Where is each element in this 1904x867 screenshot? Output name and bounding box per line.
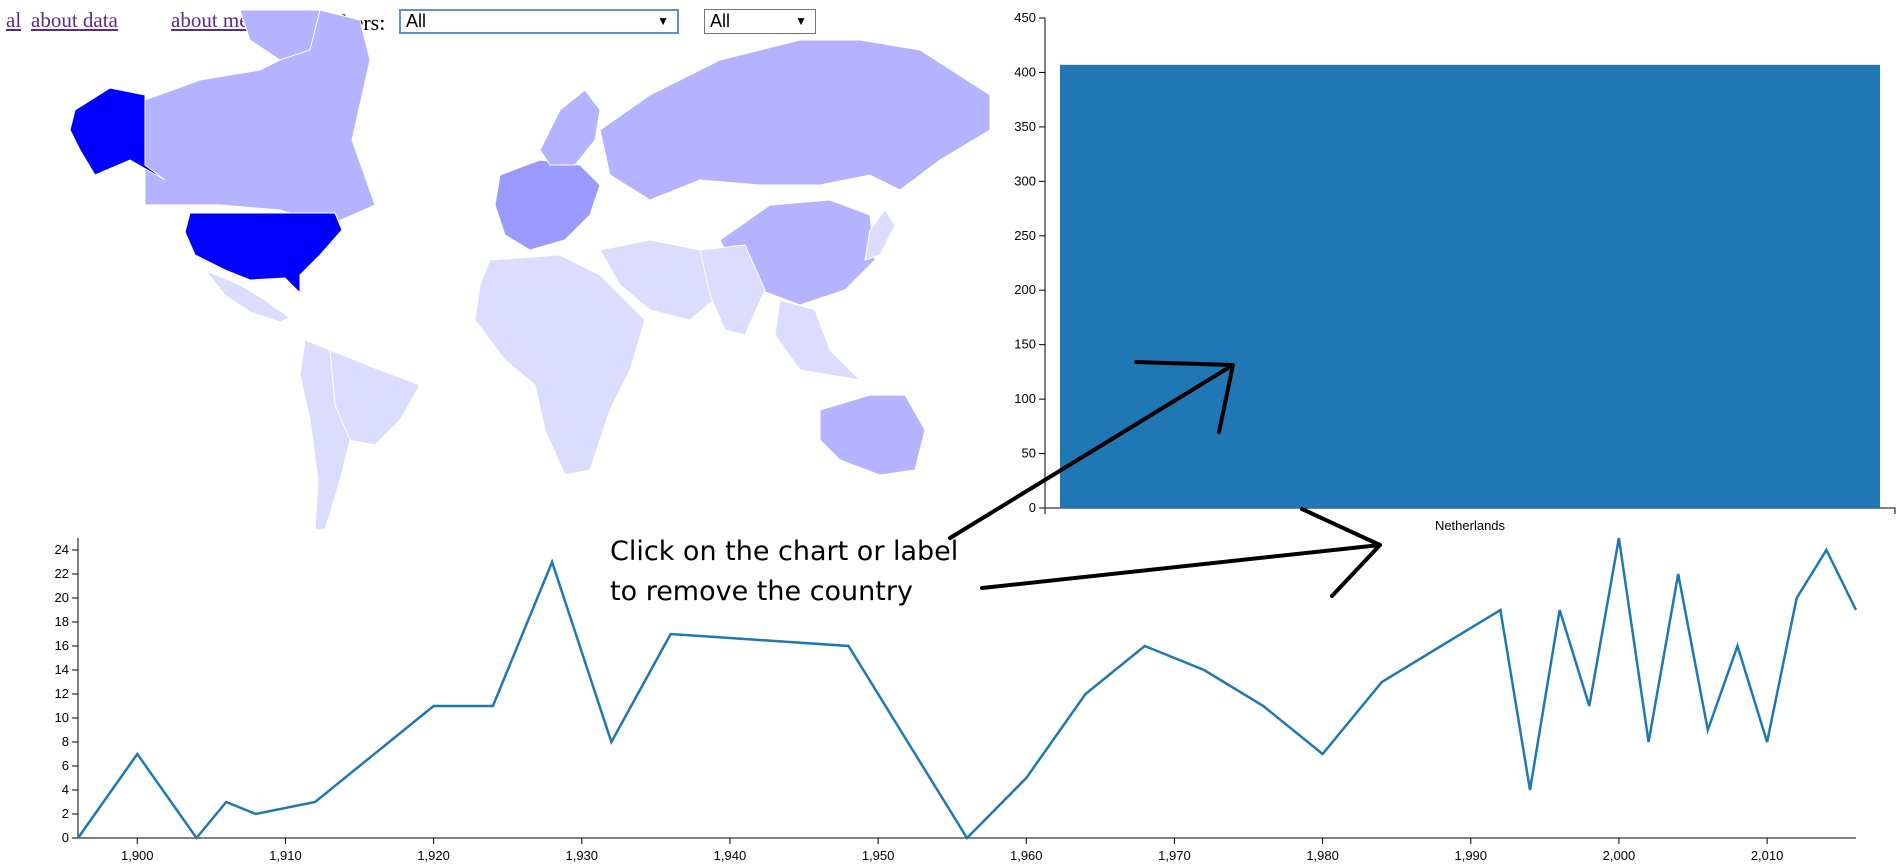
- line-y-tick-label: 18: [55, 614, 69, 629]
- bar-y-tick-label: 350: [1014, 119, 1036, 134]
- filter-select-primary-value: All: [406, 11, 427, 31]
- line-x-tick-label: 1,960: [1010, 848, 1043, 863]
- line-x-tick-label: 1,980: [1306, 848, 1339, 863]
- line-y-tick-label: 0: [62, 830, 69, 845]
- line-y-tick-label: 2: [62, 806, 69, 821]
- line-x-tick-label: 1,910: [269, 848, 302, 863]
- bar-y-tick-label: 400: [1014, 64, 1036, 79]
- country-scandinavia: [539, 89, 601, 166]
- world-map: [69, 9, 991, 531]
- line-y-tick-label: 14: [55, 662, 69, 677]
- bar-y-tick-label: 50: [1022, 446, 1036, 461]
- bar-y-tick-label: 150: [1014, 337, 1036, 352]
- line-y-tick-label: 10: [55, 710, 69, 725]
- country-southeast-asia: [774, 299, 862, 381]
- nav-link-about-me[interactable]: about me: [171, 8, 249, 32]
- bar-y-tick-label: 0: [1029, 500, 1036, 515]
- country-canada: [144, 9, 376, 226]
- instruction-annotation: Click on the chart or label to remove th…: [610, 532, 958, 612]
- line-x-tick-label: 2,000: [1603, 848, 1636, 863]
- line-x-tick-label: 1,940: [714, 848, 747, 863]
- instruction-line-2: to remove the country: [610, 576, 913, 607]
- country-mexico: [204, 269, 292, 323]
- chevron-down-icon: ▼: [657, 14, 669, 28]
- country-india: [699, 244, 766, 336]
- line-y-tick-label: 6: [62, 758, 69, 773]
- nav-link-about-data[interactable]: about data: [31, 8, 118, 32]
- nav-link-all[interactable]: al: [6, 8, 22, 32]
- bar-x-axis-line: [1044, 507, 1896, 514]
- line-x-tick-label: 2,010: [1751, 848, 1784, 863]
- bar-y-tick-label: 250: [1014, 228, 1036, 243]
- bar-x-tick-label: Netherlands: [1435, 518, 1506, 533]
- country-greenland: [239, 9, 321, 61]
- line-x-tick-label: 1,990: [1454, 848, 1487, 863]
- country-japan: [864, 209, 896, 261]
- country-africa: [474, 254, 646, 476]
- filter-select-primary[interactable]: All ▼: [399, 9, 679, 34]
- line-y-tick-label: 24: [55, 542, 69, 557]
- bar-chart: 0 50 100 150 200 250 300 350 400 450 Netherlands: [1014, 10, 1896, 533]
- bar-y-tick-label: 200: [1014, 282, 1036, 297]
- country-europe: [494, 159, 601, 251]
- line-y-tick-label: 16: [55, 638, 69, 653]
- line-x-tick-label: 1,930: [565, 848, 598, 863]
- filter-select-secondary[interactable]: All ▼: [704, 9, 816, 34]
- line-series: [76, 537, 1858, 841]
- chevron-down-icon: ▼: [795, 14, 807, 28]
- bar-y-tick-label: 450: [1014, 10, 1036, 25]
- country-alaska: [69, 87, 166, 181]
- country-russia: [599, 39, 991, 201]
- line-y-tick-label: 20: [55, 590, 69, 605]
- country-australia: [819, 394, 926, 476]
- filter-select-secondary-value: All: [710, 11, 731, 31]
- line-x-tick-label: 1,920: [417, 848, 450, 863]
- bar-y-tick-label: 100: [1014, 391, 1036, 406]
- line-y-tick-label: 12: [55, 686, 69, 701]
- bar-netherlands: [1060, 64, 1880, 509]
- line-y-tick-label: 4: [62, 782, 69, 797]
- instruction-line-1: Click on the chart or label: [610, 536, 959, 567]
- line-y-tick-label: 22: [55, 566, 69, 581]
- country-middle-east: [599, 239, 721, 321]
- line-x-tick-label: 1,900: [121, 848, 154, 863]
- line-y-tick-label: 8: [62, 734, 69, 749]
- country-usa: [184, 212, 343, 295]
- bar-y-tick-label: 300: [1014, 173, 1036, 188]
- line-x-tick-label: 1,970: [1158, 848, 1191, 863]
- line-x-tick-label: 1,950: [862, 848, 895, 863]
- country-south-america: [299, 339, 351, 531]
